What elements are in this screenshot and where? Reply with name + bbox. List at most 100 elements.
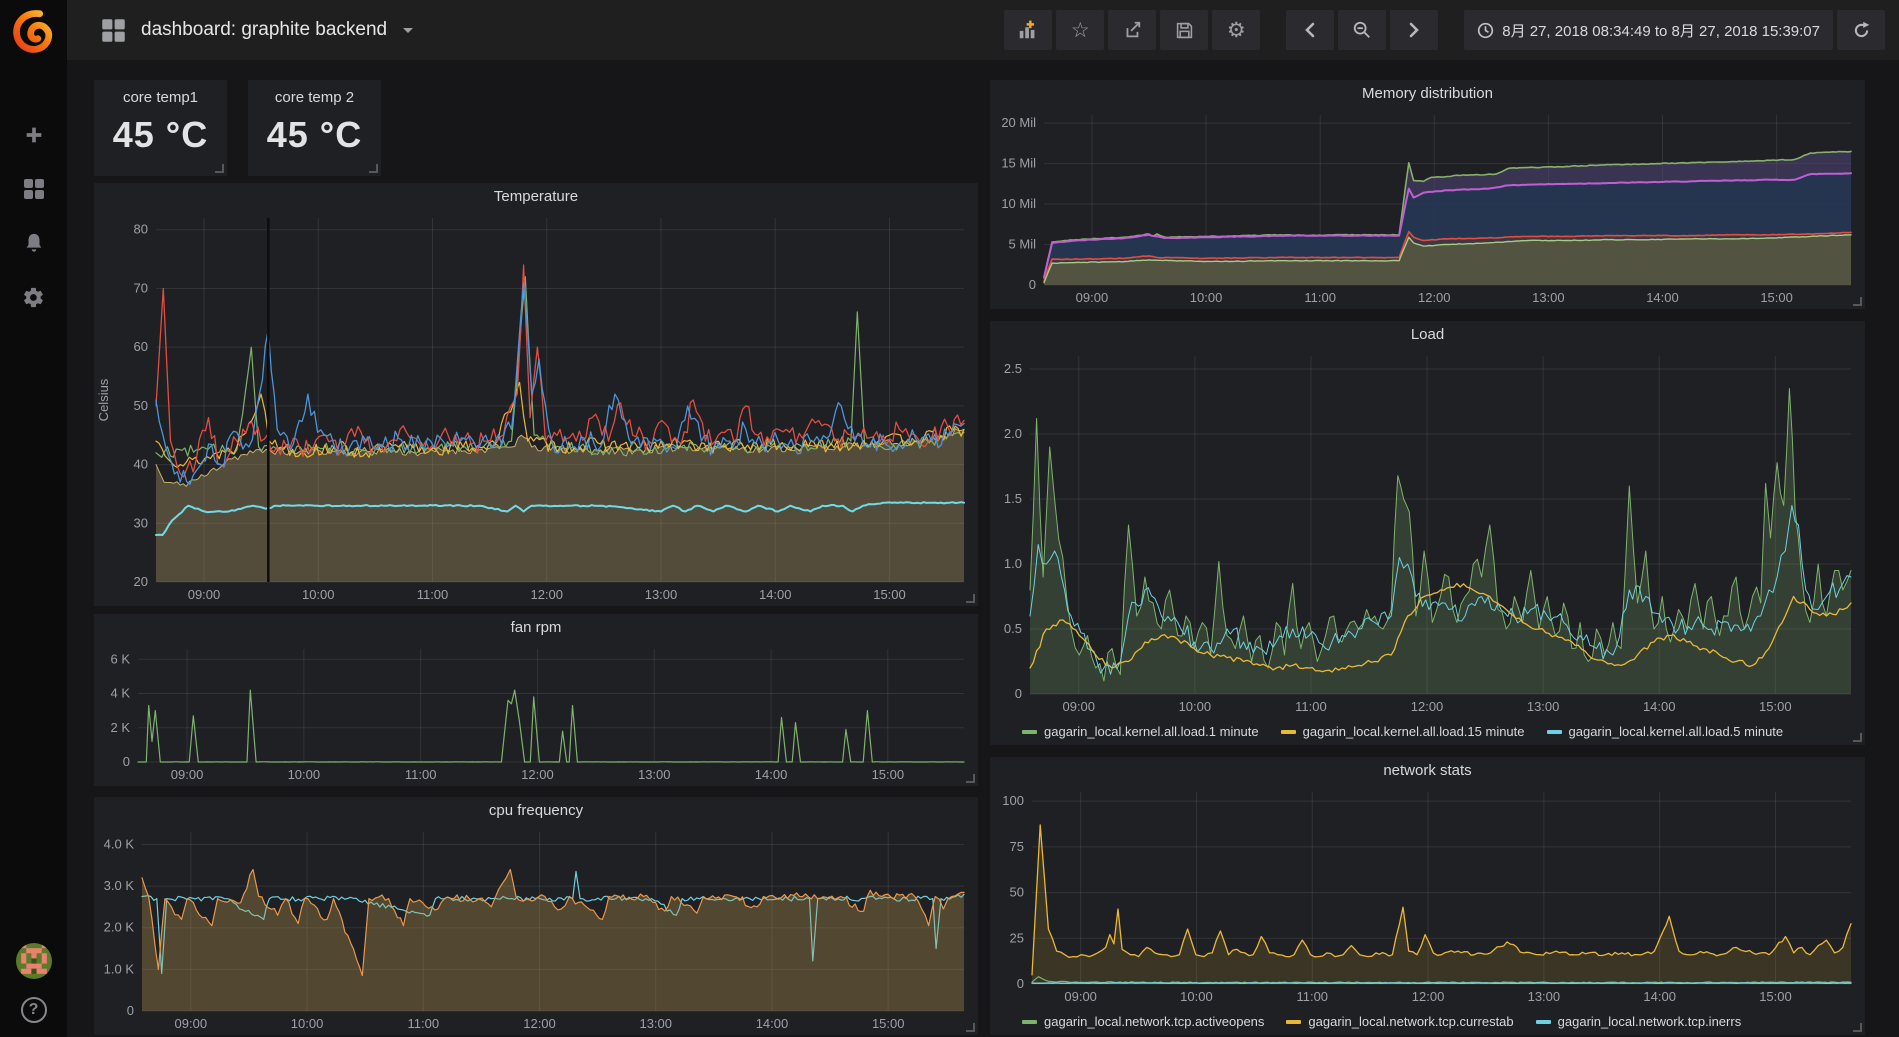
share-icon xyxy=(1126,21,1141,38)
panel-memory-distribution: Memory distribution 0 5 Mil 10 Mil 15 Mil 20… xyxy=(990,80,1865,309)
svg-text:09:00: 09:00 xyxy=(188,587,221,602)
legend-item[interactable]: gagarin_local.kernel.all.load.1 minute xyxy=(1022,724,1259,739)
left-column: core temp1 45 °C core temp 2 45 °C Tempe… xyxy=(94,80,978,1037)
svg-text:13:00: 13:00 xyxy=(1527,699,1560,714)
sidebar-item-dashboards[interactable] xyxy=(0,162,67,216)
gear-icon: ⚙ xyxy=(1226,18,1246,42)
clock-icon xyxy=(1478,22,1494,38)
svg-text:1.0 K: 1.0 K xyxy=(104,961,135,976)
svg-text:11:00: 11:00 xyxy=(405,767,437,782)
user-avatar[interactable] xyxy=(15,943,52,979)
legend-item[interactable]: gagarin_local.network.tcp.inerrs xyxy=(1535,1014,1742,1029)
svg-text:12:00: 12:00 xyxy=(1412,989,1445,1004)
svg-text:Celsius: Celsius xyxy=(96,378,111,421)
svg-text:12:00: 12:00 xyxy=(1411,699,1444,714)
legend-color-swatch xyxy=(1535,1019,1551,1024)
avatar-image xyxy=(15,943,52,979)
svg-text:13:00: 13:00 xyxy=(639,1016,672,1031)
stat-value: 45 °C xyxy=(112,114,209,155)
panel-title[interactable]: fan rpm xyxy=(510,619,562,636)
panel-title[interactable]: cpu frequency xyxy=(488,802,584,819)
legend-color-swatch xyxy=(1280,729,1296,734)
dashboard-content: core temp1 45 °C core temp 2 45 °C Tempe… xyxy=(67,60,1899,1037)
sidebar-menu xyxy=(0,108,67,324)
grafana-logo[interactable] xyxy=(0,0,67,62)
panel-title[interactable]: Temperature xyxy=(493,188,579,205)
dashboards-grid-icon xyxy=(23,179,44,199)
svg-text:2.0 K: 2.0 K xyxy=(104,920,135,935)
panel-title[interactable]: Memory distribution xyxy=(1362,85,1493,102)
temperature-chart[interactable]: 20 30 40 50 60 70 80 09:00 10:00 11:00 12:00 13:00 1… xyxy=(94,210,978,606)
legend-item[interactable]: gagarin_local.kernel.all.load.5 minute xyxy=(1546,724,1783,739)
refresh-button[interactable] xyxy=(1837,10,1885,50)
dashboard-settings-button[interactable]: ⚙ xyxy=(1212,10,1261,50)
legend-color-swatch xyxy=(1022,729,1037,734)
time-back-button[interactable] xyxy=(1286,10,1335,50)
svg-text:12:00: 12:00 xyxy=(521,767,554,782)
svg-text:10:00: 10:00 xyxy=(288,767,321,782)
svg-text:2.0: 2.0 xyxy=(1004,426,1022,441)
help-icon[interactable]: ? xyxy=(20,997,47,1023)
panel-title[interactable]: network stats xyxy=(1383,762,1472,779)
svg-text:0: 0 xyxy=(123,754,130,769)
dashboard-title: dashboard: graphite backend xyxy=(141,19,388,40)
legend-label: gagarin_local.network.tcp.inerrs xyxy=(1557,1014,1742,1029)
fan-rpm-chart[interactable]: 0 2 K 4 K 6 K 09:00 10:00 11:00 12:00 13:00 14:00… xyxy=(94,641,978,786)
navbar-actions: ☆ ⚙ xyxy=(1000,10,1885,50)
refresh-icon xyxy=(1854,21,1869,37)
svg-text:09:00: 09:00 xyxy=(171,767,204,782)
network-stats-legend: gagarin_local.network.tcp.activeopens gag… xyxy=(990,1008,1865,1035)
svg-text:15:00: 15:00 xyxy=(1759,989,1792,1004)
svg-text:14:00: 14:00 xyxy=(759,587,792,602)
svg-text:2 K: 2 K xyxy=(110,720,130,735)
star-button[interactable]: ☆ xyxy=(1056,10,1105,50)
zoom-out-button[interactable] xyxy=(1338,10,1387,50)
svg-text:12:00: 12:00 xyxy=(530,587,563,602)
memory-distribution-chart[interactable]: 0 5 Mil 10 Mil 15 Mil 20 Mil 09:00 10:00 11:00 1… xyxy=(990,107,1865,309)
legend-item[interactable]: gagarin_local.network.tcp.currestab xyxy=(1286,1014,1514,1029)
chevron-left-icon xyxy=(1305,22,1315,38)
grafana-flame-icon xyxy=(12,10,52,53)
panel-title[interactable]: core temp1 xyxy=(122,89,199,106)
legend-label: gagarin_local.network.tcp.activeopens xyxy=(1044,1014,1265,1029)
time-forward-button[interactable] xyxy=(1390,10,1439,50)
panel-fan-rpm: fan rpm 0 2 K 4 K 6 K 09:00 10:00 11:00 12:00 13… xyxy=(94,614,978,786)
stat-value: 45 °C xyxy=(266,114,363,155)
add-panel-button[interactable] xyxy=(1004,10,1053,50)
plus-icon xyxy=(26,127,41,143)
cpu-frequency-chart[interactable]: 0 1.0 K 2.0 K 3.0 K 4.0 K 09:00 10:00 11:00 12:0… xyxy=(94,824,978,1035)
svg-text:0: 0 xyxy=(1015,686,1022,701)
settings-gear-icon xyxy=(24,287,43,307)
star-icon: ☆ xyxy=(1070,18,1090,42)
svg-text:15:00: 15:00 xyxy=(872,1016,905,1031)
panel-title[interactable]: core temp 2 xyxy=(274,89,355,106)
legend-item[interactable]: gagarin_local.kernel.all.load.15 minute xyxy=(1280,724,1525,739)
svg-text:13:00: 13:00 xyxy=(638,767,671,782)
legend-item[interactable]: gagarin_local.network.tcp.activeopens xyxy=(1022,1014,1264,1029)
dashboard-picker[interactable]: dashboard: graphite backend xyxy=(100,17,414,44)
share-button[interactable] xyxy=(1108,10,1157,50)
svg-text:25: 25 xyxy=(1010,930,1024,945)
svg-text:13:00: 13:00 xyxy=(1528,989,1561,1004)
main-area: dashboard: graphite backend ☆ xyxy=(67,0,1899,1037)
svg-text:80: 80 xyxy=(134,222,148,237)
svg-text:15:00: 15:00 xyxy=(1760,290,1793,305)
panel-network-stats: network stats 0 25 50 75 100 09:00 10:00 11:00 1… xyxy=(990,757,1865,1035)
svg-text:0.5: 0.5 xyxy=(1004,621,1022,636)
singlestat-row: core temp1 45 °C core temp 2 45 °C xyxy=(94,80,978,176)
svg-text:11:00: 11:00 xyxy=(1295,699,1327,714)
save-button[interactable] xyxy=(1160,10,1209,50)
network-stats-chart[interactable]: 0 25 50 75 100 09:00 10:00 11:00 12:00 13:00 14:00… xyxy=(990,784,1865,1008)
panel-title[interactable]: Load xyxy=(1410,326,1445,343)
time-range-picker[interactable]: 8月 27, 2018 08:34:49 to 8月 27, 2018 15:3… xyxy=(1464,10,1833,50)
svg-text:09:00: 09:00 xyxy=(1076,290,1109,305)
add-panel-icon xyxy=(1019,20,1035,39)
load-chart[interactable]: 0 0.5 1.0 1.5 2.0 2.5 09:00 10:00 11:00 12:00 13:0… xyxy=(990,348,1865,718)
sidebar-item-create[interactable] xyxy=(0,108,67,162)
sidebar-item-alerting[interactable] xyxy=(0,216,67,270)
svg-text:40: 40 xyxy=(134,457,148,472)
sidebar-item-configuration[interactable] xyxy=(0,270,67,324)
time-range-label: 8月 27, 2018 08:34:49 to 8月 27, 2018 15:3… xyxy=(1502,22,1820,40)
svg-text:6 K: 6 K xyxy=(110,651,130,666)
